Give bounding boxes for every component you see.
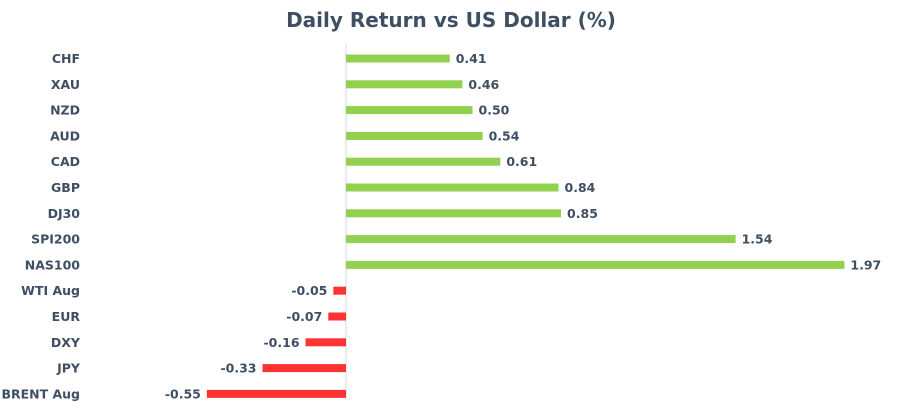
bar-aud [346, 131, 483, 140]
value-label: -0.05 [291, 283, 327, 298]
bar-eur [328, 312, 346, 321]
value-label: -0.16 [263, 335, 299, 350]
bar-cad [346, 157, 501, 166]
value-label: 1.97 [850, 257, 881, 272]
bars [206, 54, 845, 398]
bar-nas100 [346, 260, 845, 269]
value-label: 0.41 [456, 51, 487, 66]
value-label: 0.84 [565, 180, 596, 195]
bar-nzd [346, 106, 473, 115]
value-label: 1.54 [742, 232, 773, 247]
value-label: 0.46 [468, 77, 499, 92]
value-label: -0.55 [165, 386, 201, 401]
bar-jpy [262, 364, 346, 373]
value-label: -0.33 [220, 361, 256, 376]
category-label: WTI Aug [21, 283, 80, 298]
bar-wti-aug [333, 286, 346, 295]
category-labels: CHF XAU NZD AUD CAD GBP DJ30 SPI200 NAS100 WTI Au… [1, 51, 80, 401]
category-label: GBP [51, 180, 80, 195]
category-label: SPI200 [31, 232, 80, 247]
bar-spi200 [346, 235, 736, 244]
value-labels: 0.41 0.46 0.50 0.54 0.61 0.84 0.85 1.54 1.97 -0.0… [165, 51, 881, 401]
category-label: AUD [50, 128, 80, 143]
category-label: CHF [52, 51, 80, 66]
bar-dxy [305, 338, 346, 347]
value-label: 0.61 [506, 154, 537, 169]
value-label: 0.54 [489, 128, 520, 143]
chart-title: Daily Return vs US Dollar (%) [286, 8, 616, 32]
bar-dj30 [346, 209, 562, 218]
category-label: XAU [51, 77, 80, 92]
value-label: 0.85 [567, 206, 598, 221]
value-label: 0.50 [479, 103, 510, 118]
category-label: EUR [52, 309, 81, 324]
category-label: BRENT Aug [1, 386, 80, 401]
bar-xau [346, 80, 463, 89]
category-label: DXY [51, 335, 81, 350]
bar-brent-aug [206, 389, 346, 398]
category-label: JPY [56, 361, 81, 376]
bar-chf [346, 54, 450, 63]
value-label: -0.07 [286, 309, 322, 324]
category-label: NZD [50, 103, 80, 118]
category-label: NAS100 [25, 257, 81, 272]
bar-gbp [346, 183, 559, 192]
category-label: DJ30 [48, 206, 81, 221]
category-label: CAD [51, 154, 80, 169]
